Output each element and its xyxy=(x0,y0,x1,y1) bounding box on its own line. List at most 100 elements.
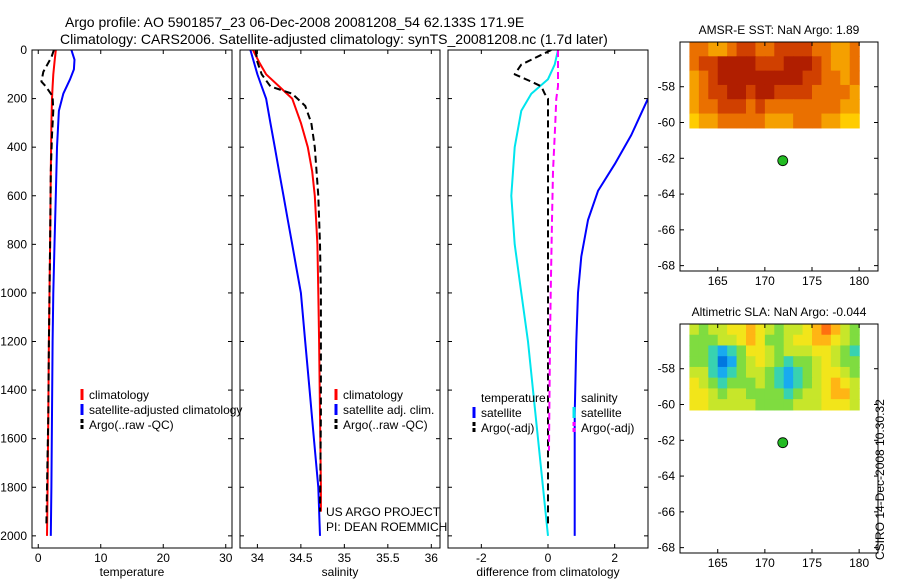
heatmap-cell xyxy=(727,84,738,100)
heatmap-cell xyxy=(755,366,766,379)
heatmap-cell xyxy=(755,42,766,57)
heatmap-cell xyxy=(736,399,747,411)
heatmap-cell xyxy=(727,42,738,57)
heatmap-cell xyxy=(717,388,728,400)
y-tick-label: -60 xyxy=(658,398,676,412)
heatmap-cell xyxy=(821,399,832,411)
heatmap-cell xyxy=(708,99,719,115)
y-tick-label: 1800 xyxy=(0,480,27,494)
x-tick-label: 34.5 xyxy=(289,551,313,565)
heatmap-cell xyxy=(802,334,813,347)
heatmap-cell xyxy=(802,345,813,357)
heatmap-cell xyxy=(840,377,851,390)
x-tick-label: 35 xyxy=(338,551,352,565)
heatmap-cell xyxy=(812,56,823,72)
x-tick-label: 36 xyxy=(425,551,439,565)
heatmap-cell xyxy=(774,345,785,357)
heatmap-cell xyxy=(812,334,823,347)
x-tick-label: 175 xyxy=(802,556,822,570)
heatmap-cell xyxy=(708,70,719,86)
heatmap-cell xyxy=(821,84,832,100)
heatmap-cell xyxy=(802,324,813,336)
heatmap-cell xyxy=(764,99,775,115)
heatmap-cell xyxy=(736,70,747,86)
plot-area xyxy=(249,50,322,536)
x-tick-label: -2 xyxy=(476,551,487,565)
chart-panel-5: Altimetric SLA: NaN Argo: -0.044 165 170 17… xyxy=(658,305,879,570)
heatmap-cell xyxy=(764,70,775,86)
heatmap-cell xyxy=(783,42,794,57)
heatmap-cell xyxy=(746,324,757,336)
x-tick-label: 20 xyxy=(157,551,171,565)
heatmap-cell xyxy=(689,377,700,390)
legend-label: Argo(..raw -QC) xyxy=(343,418,428,432)
series-line xyxy=(548,50,559,451)
figure-title-line1: Argo profile: AO 5901857_23 06-Dec-2008 … xyxy=(65,14,524,30)
heatmap-cell xyxy=(764,345,775,357)
heatmap-cell xyxy=(746,377,757,390)
heatmap-cell xyxy=(812,399,823,411)
heatmap-cell xyxy=(793,84,804,100)
heatmap-cell xyxy=(830,70,841,86)
heatmap-cell xyxy=(849,345,860,357)
heatmap-cell xyxy=(830,356,841,368)
heatmap-cell xyxy=(698,99,709,115)
y-tick-label: 800 xyxy=(7,237,27,251)
heatmap-cell xyxy=(793,377,804,390)
heatmap-cell xyxy=(689,99,700,115)
heatmap-cell xyxy=(793,99,804,115)
heatmap-cell xyxy=(783,366,794,379)
heatmap-cell xyxy=(802,377,813,390)
x-tick-label: 0 xyxy=(35,551,42,565)
heatmap-cell xyxy=(849,366,860,379)
y-tick-label: 1400 xyxy=(0,383,27,397)
heatmap-cell xyxy=(746,99,757,115)
heatmap-cell xyxy=(698,324,709,336)
x-axis-label: salinity xyxy=(322,565,359,579)
plot-area xyxy=(689,324,860,411)
x-axis-label: difference from climatology xyxy=(476,565,619,579)
y-tick-label: 2000 xyxy=(0,529,27,543)
heatmap-cell xyxy=(764,334,775,347)
heatmap-cell xyxy=(783,345,794,357)
heatmap-cell xyxy=(821,334,832,347)
x-tick-label: 170 xyxy=(755,556,775,570)
heatmap-cell xyxy=(821,388,832,400)
heatmap-cell xyxy=(830,324,841,336)
series-line xyxy=(252,50,322,512)
heatmap-cell xyxy=(689,334,700,347)
heatmap-cell xyxy=(708,42,719,57)
heatmap-cell xyxy=(727,366,738,379)
heatmap-cell xyxy=(698,356,709,368)
heatmap-cell xyxy=(689,345,700,357)
y-tick-label: 1200 xyxy=(0,335,27,349)
heatmap-cell xyxy=(717,356,728,368)
y-tick-label: -62 xyxy=(658,433,676,447)
heatmap-cell xyxy=(746,56,757,72)
heatmap-cell xyxy=(830,345,841,357)
heatmap-cell xyxy=(689,70,700,86)
heatmap-cell xyxy=(727,113,738,129)
heatmap-cell xyxy=(774,366,785,379)
heatmap-cell xyxy=(736,324,747,336)
heatmap-cell xyxy=(830,56,841,72)
chart-panel-3: difference from climatology-2 0 2 temperatu… xyxy=(447,49,649,579)
heatmap-cell xyxy=(802,399,813,411)
legend-title-salinity: salinity xyxy=(581,391,618,405)
legend-label: satellite-adjusted climatology xyxy=(89,403,242,417)
heatmap-cell xyxy=(783,377,794,390)
heatmap-cell xyxy=(783,334,794,347)
heatmap-cell xyxy=(849,113,860,129)
heatmap-cell xyxy=(727,399,738,411)
heatmap-cell xyxy=(746,84,757,100)
x-tick-label: 10 xyxy=(94,551,108,565)
y-tick-label: -68 xyxy=(658,259,676,273)
heatmap-cell xyxy=(783,113,794,129)
heatmap-cell xyxy=(755,99,766,115)
heatmap-cell xyxy=(812,345,823,357)
heatmap-cell xyxy=(821,356,832,368)
heatmap-cell xyxy=(755,334,766,347)
heatmap-cell xyxy=(774,377,785,390)
y-tick-label: 400 xyxy=(7,140,27,154)
